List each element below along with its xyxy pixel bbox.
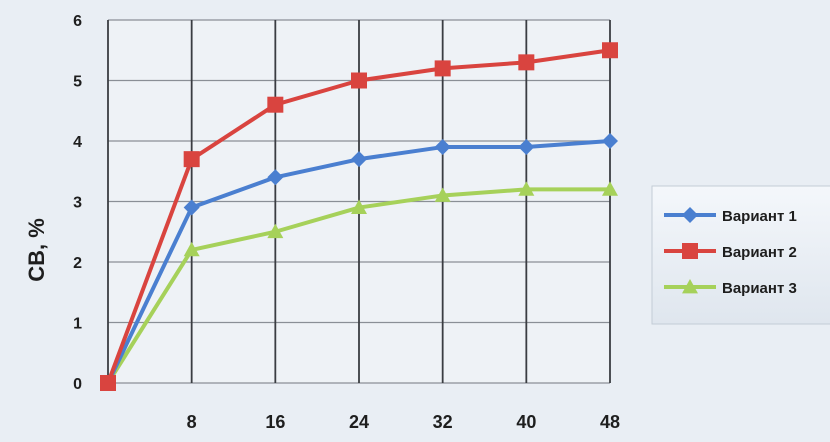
triangle-marker — [434, 187, 451, 202]
legend-item: Вариант 2 — [664, 243, 797, 261]
diamond-marker — [434, 139, 451, 156]
diamond-marker — [183, 199, 200, 216]
triangle-marker — [518, 181, 535, 196]
x-tick-label: 16 — [265, 412, 285, 432]
y-axis-label: СВ, % — [24, 218, 49, 282]
y-tick-label: 5 — [73, 74, 82, 91]
square-marker — [183, 151, 200, 168]
triangle-marker — [682, 279, 698, 294]
square-marker — [267, 96, 284, 113]
series-2 — [100, 42, 618, 391]
legend-item: Вариант 3 — [664, 279, 797, 297]
y-tick-label: 0 — [73, 376, 82, 393]
square-marker — [100, 375, 116, 391]
diamond-marker — [518, 139, 535, 156]
y-tick-label: 6 — [73, 13, 82, 30]
square-marker — [351, 72, 367, 89]
diamond-marker — [267, 169, 284, 186]
square-marker — [434, 60, 451, 77]
y-tick-label: 4 — [73, 134, 82, 151]
diamond-marker — [682, 207, 698, 223]
x-tick-label: 48 — [600, 412, 620, 432]
diamond-marker — [351, 151, 367, 168]
square-marker — [682, 243, 698, 259]
x-tick-label: 24 — [349, 412, 369, 432]
diamond-marker — [602, 133, 618, 149]
triangle-marker — [351, 199, 367, 214]
y-tick-label: 3 — [73, 195, 82, 212]
legend: Вариант 1 Вариант 2 Вариант 3 — [664, 207, 797, 297]
y-tick-label: 2 — [73, 255, 82, 272]
square-marker — [518, 54, 535, 71]
x-tick-label: 8 — [187, 412, 197, 432]
series-group — [100, 42, 618, 391]
y-tick-labels: 0 1 2 3 4 5 6 — [73, 13, 82, 393]
x-tick-label: 40 — [516, 412, 536, 432]
x-tick-labels: 8 16 24 32 40 48 — [187, 412, 620, 432]
triangle-marker — [267, 223, 284, 239]
legend-item: Вариант 1 — [664, 207, 797, 225]
legend-label: Вариант 1 — [722, 208, 797, 225]
legend-label: Вариант 2 — [722, 244, 797, 261]
square-marker — [602, 42, 618, 59]
y-tick-label: 1 — [73, 316, 82, 333]
triangle-marker — [602, 181, 618, 196]
legend-box — [651, 185, 830, 325]
legend-label: Вариант 3 — [722, 280, 797, 297]
triangle-marker — [183, 241, 200, 257]
x-tick-label: 32 — [433, 412, 453, 432]
